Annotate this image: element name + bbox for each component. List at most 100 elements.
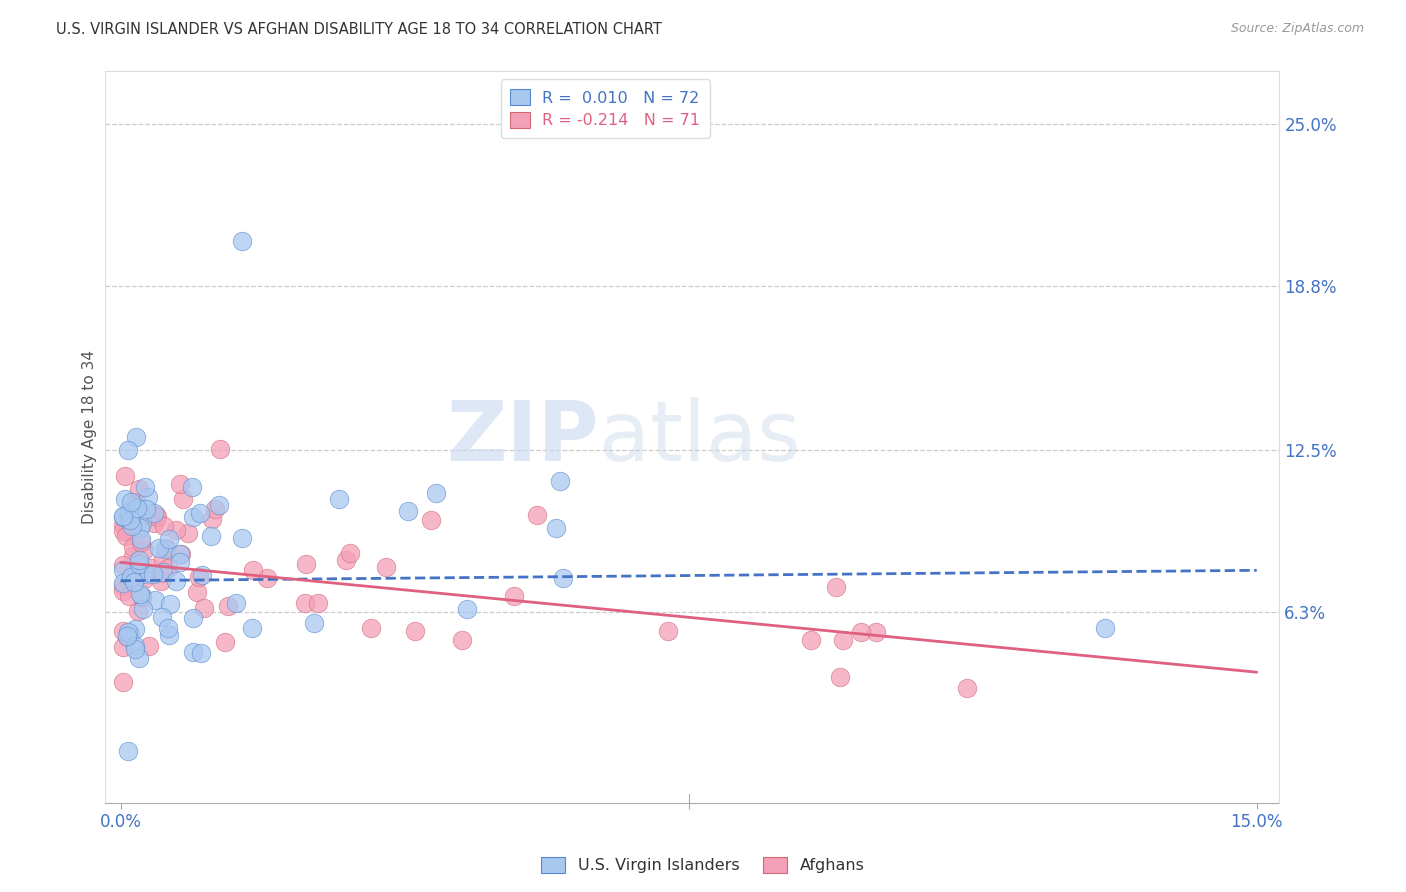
Point <box>143 516 166 531</box>
Point <box>201 512 224 526</box>
Point <box>181 645 204 659</box>
Point <box>131 508 153 523</box>
Point <box>145 508 167 522</box>
Text: ZIP: ZIP <box>446 397 599 477</box>
Point <box>150 610 173 624</box>
Point <box>132 572 155 586</box>
Point <box>134 480 156 494</box>
Point <box>831 632 853 647</box>
Point <box>240 621 263 635</box>
Point <box>546 520 568 534</box>
Point <box>149 574 172 588</box>
Point <box>111 563 134 577</box>
Point <box>145 510 167 524</box>
Point <box>502 589 524 603</box>
Point <box>114 491 136 506</box>
Point <box>155 541 177 555</box>
Point <box>214 634 236 648</box>
Point <box>404 624 426 638</box>
Point <box>117 506 139 520</box>
Point <box>115 629 138 643</box>
Point <box>170 547 193 561</box>
Point <box>143 592 166 607</box>
Point <box>122 549 145 563</box>
Point <box>420 513 443 527</box>
Point <box>157 561 180 575</box>
Point <box>120 495 142 509</box>
Point <box>138 639 160 653</box>
Point <box>181 480 204 494</box>
Point <box>118 589 141 603</box>
Point <box>131 590 153 604</box>
Point <box>295 558 318 572</box>
Point <box>225 596 247 610</box>
Point <box>124 622 146 636</box>
Point <box>204 501 226 516</box>
Point <box>328 491 350 506</box>
Point <box>135 502 157 516</box>
Point <box>125 495 148 509</box>
Point <box>451 632 474 647</box>
Point <box>231 234 253 248</box>
Point <box>339 546 361 560</box>
Point <box>307 596 329 610</box>
Point <box>129 532 152 546</box>
Point <box>111 640 134 654</box>
Point <box>165 574 187 588</box>
Point <box>824 580 846 594</box>
Point <box>127 604 149 618</box>
Point <box>375 560 398 574</box>
Point <box>335 553 357 567</box>
Point <box>865 624 887 639</box>
Point <box>143 507 166 521</box>
Point <box>148 541 170 555</box>
Point <box>169 476 191 491</box>
Point <box>193 601 215 615</box>
Point <box>181 611 204 625</box>
Point <box>150 566 173 580</box>
Point <box>208 498 231 512</box>
Point <box>117 743 139 757</box>
Point <box>138 490 160 504</box>
Point <box>360 621 382 635</box>
Point <box>153 542 176 557</box>
Point <box>128 521 150 535</box>
Point <box>111 579 134 593</box>
Point <box>117 443 139 458</box>
Point <box>456 602 478 616</box>
Point <box>115 630 138 644</box>
Point <box>131 590 153 604</box>
Point <box>159 597 181 611</box>
Point <box>121 500 143 514</box>
Point <box>132 601 155 615</box>
Point <box>125 430 148 444</box>
Point <box>129 587 152 601</box>
Point <box>117 524 139 539</box>
Point <box>132 567 155 582</box>
Point <box>217 599 239 613</box>
Point <box>128 557 150 571</box>
Text: U.S. VIRGIN ISLANDER VS AFGHAN DISABILITY AGE 18 TO 34 CORRELATION CHART: U.S. VIRGIN ISLANDER VS AFGHAN DISABILIT… <box>56 22 662 37</box>
Point <box>125 500 148 515</box>
Point <box>200 529 222 543</box>
Point <box>188 507 211 521</box>
Point <box>120 570 142 584</box>
Point <box>166 523 188 537</box>
Point <box>425 486 447 500</box>
Point <box>186 584 208 599</box>
Point <box>124 640 146 654</box>
Point <box>242 563 264 577</box>
Point <box>128 553 150 567</box>
Point <box>208 442 231 456</box>
Point <box>120 627 142 641</box>
Point <box>190 567 212 582</box>
Point <box>128 650 150 665</box>
Point <box>128 482 150 496</box>
Point <box>120 513 142 527</box>
Legend: U.S. Virgin Islanders, Afghans: U.S. Virgin Islanders, Afghans <box>534 850 872 880</box>
Point <box>111 624 134 638</box>
Point <box>131 516 153 531</box>
Point <box>152 552 174 566</box>
Point <box>294 597 316 611</box>
Point <box>111 576 134 591</box>
